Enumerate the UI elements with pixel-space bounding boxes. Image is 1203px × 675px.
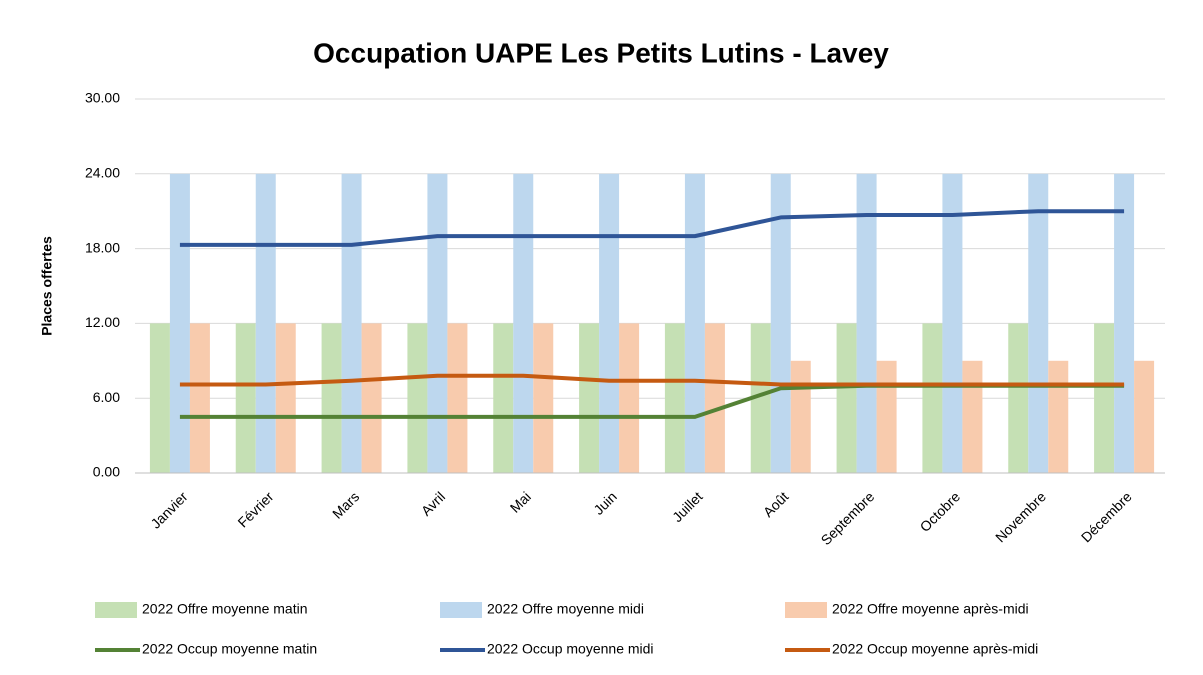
- bar: [922, 323, 943, 473]
- bar: [427, 173, 448, 474]
- bar: [1094, 323, 1115, 473]
- bar: [513, 173, 534, 474]
- x-tick-label: Janvier: [147, 488, 190, 531]
- bar: [704, 323, 725, 473]
- x-tick-label: Octobre: [917, 488, 964, 535]
- bar: [664, 323, 685, 473]
- legend-swatch: [785, 602, 827, 618]
- x-tick-label: Août: [760, 488, 792, 520]
- bar: [1028, 173, 1049, 474]
- bar: [579, 323, 600, 473]
- bar: [750, 323, 771, 473]
- x-tick-label: Juin: [590, 488, 619, 517]
- bar: [361, 323, 382, 473]
- bar: [876, 360, 897, 473]
- bar: [533, 323, 554, 473]
- y-tick-label: 30.00: [85, 90, 120, 106]
- line-series: [179, 209, 1125, 247]
- bar: [770, 173, 791, 474]
- x-tick-label: Avril: [418, 488, 448, 518]
- legend-label: 2022 Offre moyenne après-midi: [832, 601, 1029, 617]
- x-tick-label: Décembre: [1078, 488, 1135, 545]
- bar: [341, 173, 362, 474]
- legend-label: 2022 Offre moyenne midi: [487, 601, 644, 617]
- bar: [962, 360, 983, 473]
- bar: [255, 173, 276, 474]
- bar: [1048, 360, 1069, 473]
- bar: [447, 323, 468, 473]
- bar: [1008, 323, 1029, 473]
- y-tick-label: 6.00: [93, 389, 120, 405]
- bar: [836, 323, 857, 473]
- bar: [149, 323, 170, 473]
- bar: [684, 173, 705, 474]
- x-tick-label: Septembre: [818, 488, 878, 548]
- bar: [619, 323, 640, 473]
- bar: [599, 173, 620, 474]
- bar: [1134, 360, 1155, 473]
- y-tick-label: 12.00: [85, 314, 120, 330]
- bar: [235, 323, 256, 473]
- x-tick-label: Mai: [507, 488, 534, 515]
- bar: [942, 173, 963, 474]
- legend-swatch: [440, 602, 482, 618]
- x-tick-label: Juillet: [669, 488, 706, 525]
- legend-label: 2022 Occup moyenne midi: [487, 641, 654, 657]
- bar: [493, 323, 514, 473]
- bar: [275, 323, 296, 473]
- bar: [321, 323, 342, 473]
- y-tick-label: 24.00: [85, 165, 120, 181]
- chart-title: Occupation UAPE Les Petits Lutins - Lave…: [313, 37, 889, 68]
- bar: [169, 173, 190, 474]
- x-tick-label: Novembre: [992, 488, 1049, 545]
- y-tick-label: 0.00: [93, 464, 120, 480]
- bar: [1114, 173, 1135, 474]
- line-series: [179, 373, 1125, 387]
- bar: [790, 360, 811, 473]
- legend-swatch: [95, 602, 137, 618]
- x-tick-label: Février: [234, 488, 276, 530]
- bar: [189, 323, 210, 473]
- y-axis-title: Places offertes: [39, 236, 55, 336]
- bar: [407, 323, 428, 473]
- legend-label: 2022 Occup moyenne matin: [142, 641, 317, 657]
- y-tick-label: 18.00: [85, 239, 120, 255]
- line-series: [179, 383, 1125, 419]
- x-tick-label: Mars: [329, 488, 362, 521]
- legend-label: 2022 Occup moyenne après-midi: [832, 641, 1038, 657]
- bar: [856, 173, 877, 474]
- legend-label: 2022 Offre moyenne matin: [142, 601, 308, 617]
